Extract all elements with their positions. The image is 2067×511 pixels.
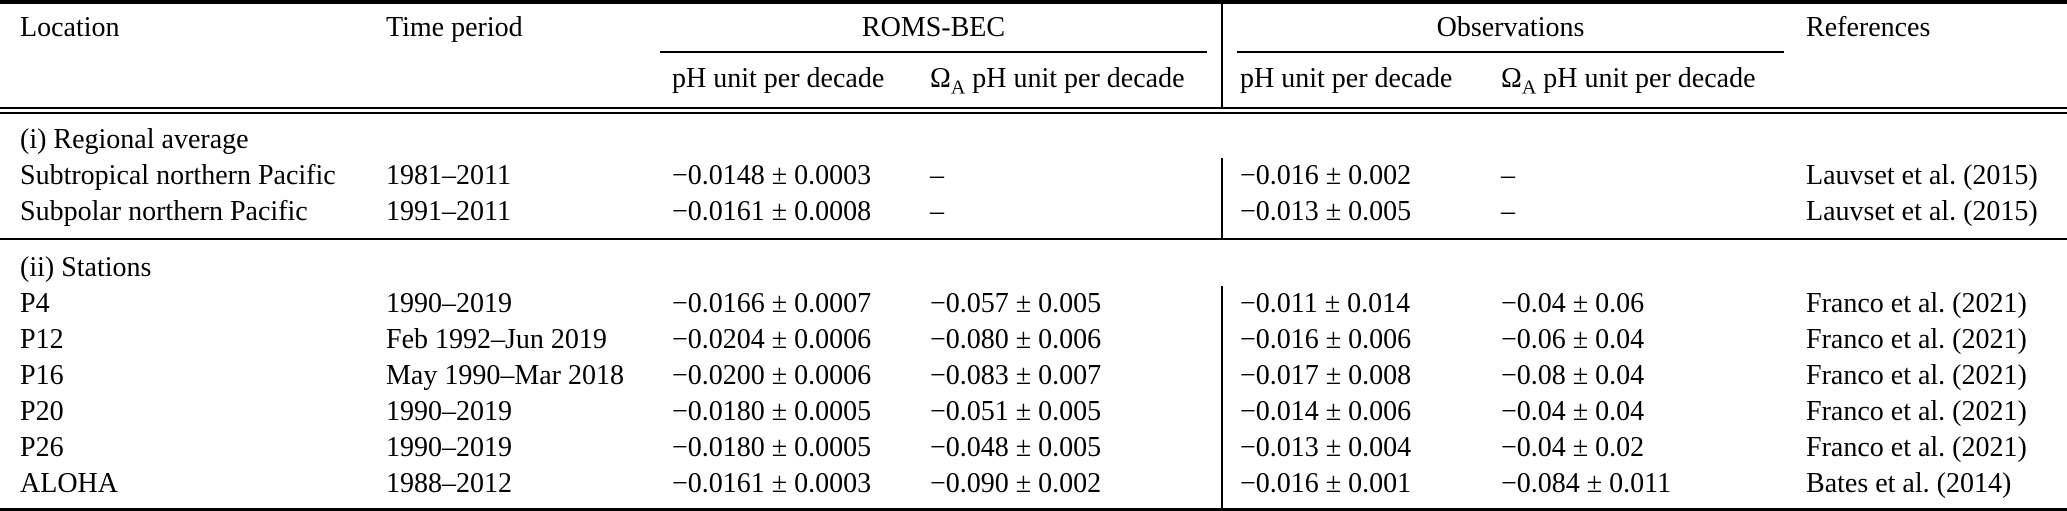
cell-location: P26: [20, 432, 64, 463]
cell-roms-ph: −0.0166 ± 0.0007: [672, 288, 872, 319]
col-header-time-period: Time period: [386, 12, 523, 43]
cell-obs-omega: −0.06 ± 0.04: [1501, 324, 1645, 355]
row-subtropical-northern-pacific: Subtropical northern Pacific 1981–2011 −…: [0, 158, 2067, 194]
cell-reference: Franco et al. (2021): [1806, 432, 2027, 463]
subheader-obs-ph: pH unit per decade: [1221, 53, 1497, 108]
cell-reference: Franco et al. (2021): [1806, 288, 2027, 319]
cell-reference: Franco et al. (2021): [1806, 360, 2027, 391]
cell-location: Subpolar northern Pacific: [20, 196, 308, 227]
cell-time-period: 1988–2012: [386, 468, 512, 499]
cell-reference: Franco et al. (2021): [1806, 324, 2027, 355]
cell-roms-ph: −0.0148 ± 0.0003: [672, 160, 872, 191]
cell-obs-ph: −0.017 ± 0.008: [1221, 358, 1497, 394]
cell-roms-omega: −0.080 ± 0.006: [930, 324, 1102, 355]
cell-reference: Bates et al. (2014): [1806, 468, 2012, 499]
cell-roms-omega: −0.048 ± 0.005: [930, 432, 1102, 463]
cell-obs-omega: –: [1501, 196, 1515, 227]
cell-reference: Franco et al. (2021): [1806, 396, 2027, 427]
section-label: (i) Regional average: [20, 124, 249, 155]
cell-roms-ph: −0.0200 ± 0.0006: [672, 360, 872, 391]
section-header-stations: (ii) Stations: [0, 238, 2067, 286]
col-header-references: References: [1806, 12, 1931, 43]
omega-label: pH unit per decade: [972, 63, 1185, 94]
cell-obs-ph: −0.013 ± 0.005: [1221, 194, 1497, 239]
cell-location: P12: [20, 324, 64, 355]
subheader-roms-omega: ΩA pH unit per decade: [930, 53, 1222, 108]
group-header-roms-bec-label: ROMS-BEC: [660, 13, 1207, 53]
omega-symbol: Ω: [1501, 63, 1522, 94]
cell-obs-ph: −0.016 ± 0.002: [1221, 158, 1497, 194]
subheader-roms-ph: pH unit per decade: [672, 63, 885, 94]
cell-obs-omega: –: [1501, 160, 1515, 191]
cell-reference: Lauvset et al. (2015): [1806, 160, 2038, 191]
cell-roms-omega: −0.057 ± 0.005: [930, 288, 1102, 319]
cell-obs-ph: −0.013 ± 0.004: [1221, 430, 1497, 466]
cell-obs-ph: −0.011 ± 0.014: [1221, 286, 1497, 322]
cell-obs-ph: −0.016 ± 0.001: [1221, 466, 1497, 510]
col-header-location: Location: [20, 12, 120, 43]
group-header-observations: Observations: [1220, 2, 1801, 53]
cell-obs-omega: −0.04 ± 0.04: [1501, 396, 1645, 427]
cell-location: P4: [20, 288, 50, 319]
cell-location: P16: [20, 360, 64, 391]
cell-roms-ph: −0.0161 ± 0.0008: [672, 196, 872, 227]
cell-obs-omega: −0.04 ± 0.02: [1501, 432, 1645, 463]
cell-reference: Lauvset et al. (2015): [1806, 196, 2038, 227]
cell-roms-ph: −0.0161 ± 0.0003: [672, 468, 872, 499]
section-header-regional-average: (i) Regional average: [0, 113, 2067, 158]
cell-roms-ph: −0.0180 ± 0.0005: [672, 432, 872, 463]
cell-location: ALOHA: [20, 468, 118, 499]
cell-time-period: 1990–2019: [386, 432, 512, 463]
cell-obs-omega: −0.04 ± 0.06: [1501, 288, 1645, 319]
row-aloha: ALOHA 1988–2012 −0.0161 ± 0.0003 −0.090 …: [0, 466, 2067, 510]
cell-time-period: 1981–2011: [386, 160, 511, 191]
omega-subscript: A: [950, 76, 966, 99]
omega-label: pH unit per decade: [1543, 63, 1756, 94]
cell-roms-omega: −0.051 ± 0.005: [930, 396, 1102, 427]
table-header-row-subcolumns: pH unit per decade ΩA pH unit per decade…: [0, 53, 2067, 108]
row-p16: P16 May 1990–Mar 2018 −0.0200 ± 0.0006 −…: [0, 358, 2067, 394]
cell-time-period: May 1990–Mar 2018: [386, 360, 624, 391]
table-header-row-groups: Location Time period ROMS-BEC Observatio…: [0, 2, 2067, 53]
group-header-observations-label: Observations: [1237, 13, 1785, 53]
cell-roms-ph: −0.0180 ± 0.0005: [672, 396, 872, 427]
row-p12: P12 Feb 1992–Jun 2019 −0.0204 ± 0.0006 −…: [0, 322, 2067, 358]
omega-symbol: Ω: [930, 63, 951, 94]
cell-location: Subtropical northern Pacific: [20, 160, 336, 191]
subheader-obs-omega: ΩA pH unit per decade: [1497, 53, 1800, 108]
cell-time-period: 1990–2019: [386, 288, 512, 319]
row-subpolar-northern-pacific: Subpolar northern Pacific 1991–2011 −0.0…: [0, 194, 2067, 239]
group-header-roms-bec: ROMS-BEC: [660, 2, 1222, 53]
cell-location: P20: [20, 396, 64, 427]
cell-obs-ph: −0.016 ± 0.006: [1221, 322, 1497, 358]
cell-roms-omega: −0.083 ± 0.007: [930, 360, 1102, 391]
header-double-rule: [0, 107, 2067, 114]
cell-time-period: 1990–2019: [386, 396, 512, 427]
cell-time-period: Feb 1992–Jun 2019: [386, 324, 607, 355]
cell-roms-omega: –: [930, 196, 944, 227]
row-p4: P4 1990–2019 −0.0166 ± 0.0007 −0.057 ± 0…: [0, 286, 2067, 322]
cell-roms-ph: −0.0204 ± 0.0006: [672, 324, 872, 355]
omega-subscript: A: [1521, 76, 1537, 99]
cell-roms-omega: –: [930, 160, 944, 191]
section-label: (ii) Stations: [0, 238, 2067, 286]
cell-obs-omega: −0.084 ± 0.011: [1501, 468, 1672, 499]
cell-obs-ph: −0.014 ± 0.006: [1221, 394, 1497, 430]
cell-time-period: 1991–2011: [386, 196, 511, 227]
row-p20: P20 1990–2019 −0.0180 ± 0.0005 −0.051 ± …: [0, 394, 2067, 430]
cell-roms-omega: −0.090 ± 0.002: [930, 468, 1102, 499]
cell-obs-omega: −0.08 ± 0.04: [1501, 360, 1645, 391]
row-p26: P26 1990–2019 −0.0180 ± 0.0005 −0.048 ± …: [0, 430, 2067, 466]
